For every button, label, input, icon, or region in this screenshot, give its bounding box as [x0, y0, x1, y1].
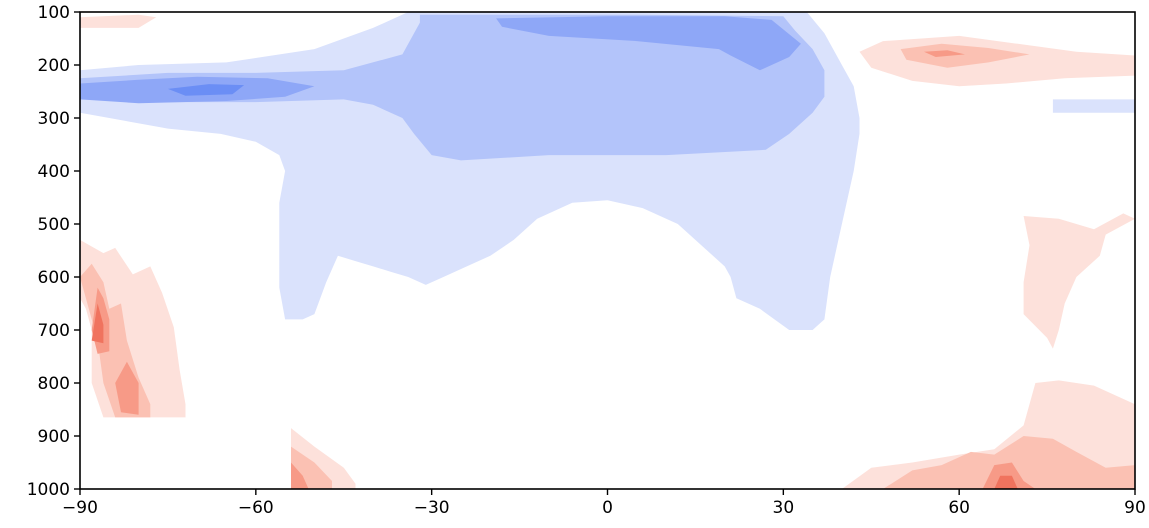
contour-region-pos4-22 [994, 475, 1018, 489]
y-tick-label: 400 [38, 162, 70, 182]
y-tick-label: 1000 [27, 480, 70, 500]
y-tick-label: 600 [38, 268, 70, 288]
contour-region-pos3-20 [982, 462, 1036, 489]
x-tick-label: −60 [238, 498, 274, 518]
x-tick-label: 90 [1124, 498, 1146, 518]
contour-region-pos4-21 [91, 303, 104, 344]
y-tick-label: 800 [38, 374, 70, 394]
contour-region-pos1-6 [80, 14, 157, 28]
x-tick-label: −90 [62, 498, 98, 518]
x-axis: −90 −60 −30 0 30 60 90 [62, 489, 1146, 518]
contour-region-pos1-7 [859, 35, 1135, 87]
x-tick-label: −30 [414, 498, 450, 518]
y-axis: 100 200 300 400 500 600 700 800 900 1000 [27, 3, 80, 500]
contour-region-pos1-10 [1023, 213, 1135, 349]
contour-region-pos2-14 [900, 43, 1030, 68]
contour-region-neg3-4 [496, 16, 801, 71]
contour-region-pos3-17 [115, 361, 139, 415]
y-tick-label: 300 [38, 109, 70, 129]
contour-region-neg1-1 [1052, 99, 1135, 113]
x-tick-label: 30 [773, 498, 795, 518]
y-tick-label: 900 [38, 427, 70, 447]
contour-region-neg4-5 [167, 84, 245, 96]
y-tick-label: 700 [38, 321, 70, 341]
contour-region-pos2-15 [883, 436, 1135, 489]
contour-region-pos3-19 [924, 50, 965, 57]
x-tick-label: 0 [602, 498, 613, 518]
y-tick-label: 500 [38, 215, 70, 235]
contour-region-pos3-18 [291, 462, 309, 489]
y-tick-label: 200 [38, 56, 70, 76]
contour-region-neg2-2 [80, 14, 825, 161]
y-tick-label: 100 [38, 3, 70, 23]
x-tick-label: 60 [948, 498, 970, 518]
contour-fills [80, 12, 1135, 489]
